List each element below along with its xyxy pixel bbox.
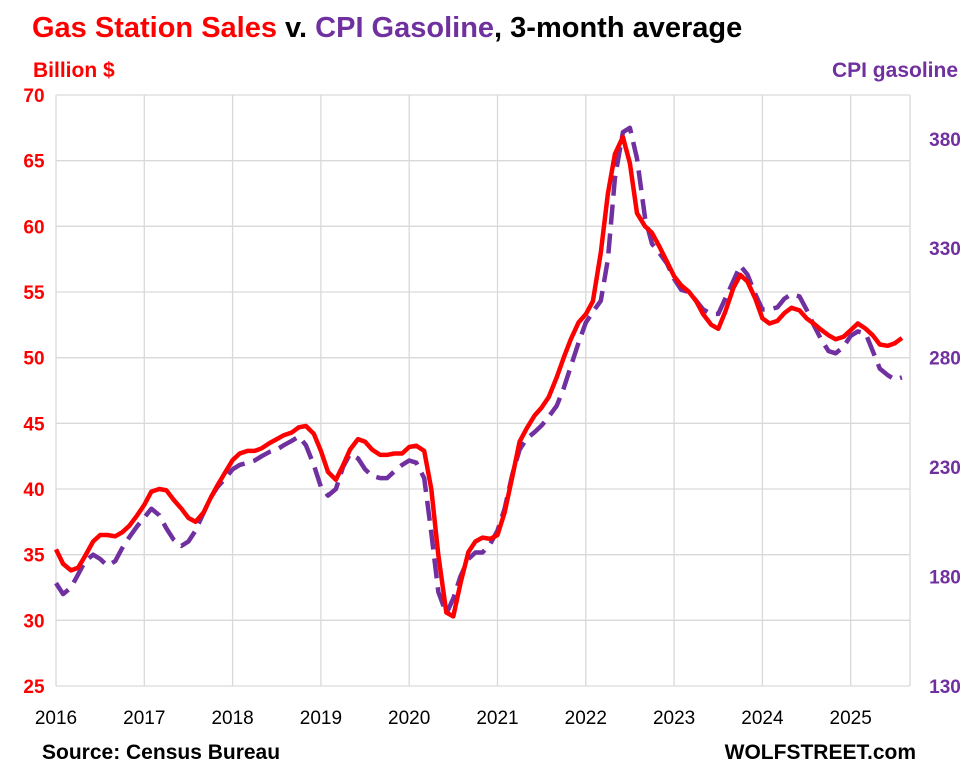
x-tick-label: 2022	[565, 708, 607, 729]
credit-note: WOLFSTREET.com	[724, 741, 916, 764]
x-axis-ticks: 2016 2017 2018 2019 2020 2021 2022 2023 2024 2025	[35, 708, 872, 729]
right-tick-label: 130	[929, 677, 961, 698]
left-axis-label: Billion $	[33, 59, 115, 82]
x-tick-label: 2016	[35, 708, 77, 729]
left-tick-label: 70	[23, 86, 44, 107]
x-tick-label: 2018	[211, 708, 253, 729]
title-suffix: , 3-month average	[494, 12, 743, 44]
x-tick-label: 2023	[653, 708, 695, 729]
right-tick-label: 380	[929, 130, 961, 151]
source-note: Source: Census Bureau	[42, 741, 281, 764]
gas-station-sales-line	[53, 134, 904, 619]
x-tick-label: 2025	[830, 708, 872, 729]
series-layer	[53, 125, 904, 619]
left-tick-label: 35	[23, 546, 45, 567]
x-tick-label: 2021	[476, 708, 518, 729]
chart-title: Gas Station Sales v. CPI Gasoline, 3-mon…	[32, 12, 742, 45]
left-tick-label: 45	[23, 414, 45, 435]
x-tick-label: 2020	[388, 708, 430, 729]
right-axis-ticks: 130 180 230 280 330 380	[929, 130, 961, 698]
left-tick-label: 50	[23, 349, 44, 370]
right-axis-label: CPI gasoline	[831, 59, 958, 82]
title-cpi: CPI Gasoline	[315, 12, 495, 44]
right-tick-label: 330	[929, 239, 961, 260]
left-tick-label: 30	[23, 611, 44, 632]
cpi-gasoline-line	[54, 125, 903, 617]
left-tick-label: 60	[23, 217, 44, 238]
x-tick-label: 2019	[300, 708, 342, 729]
title-sales: Gas Station Sales	[32, 12, 277, 44]
title-versus: v.	[277, 12, 316, 44]
gridlines	[55, 94, 911, 687]
left-tick-label: 65	[23, 152, 45, 173]
left-tick-label: 40	[23, 480, 44, 501]
x-tick-label: 2024	[741, 708, 784, 729]
x-tick-label: 2017	[123, 708, 165, 729]
left-axis-ticks: 25 30 35 40 45 50 55 60 65 70	[23, 86, 45, 698]
right-tick-label: 280	[929, 349, 961, 370]
left-tick-label: 25	[23, 677, 45, 698]
right-tick-label: 180	[929, 568, 961, 589]
left-tick-label: 55	[23, 283, 45, 304]
right-tick-label: 230	[929, 458, 961, 479]
